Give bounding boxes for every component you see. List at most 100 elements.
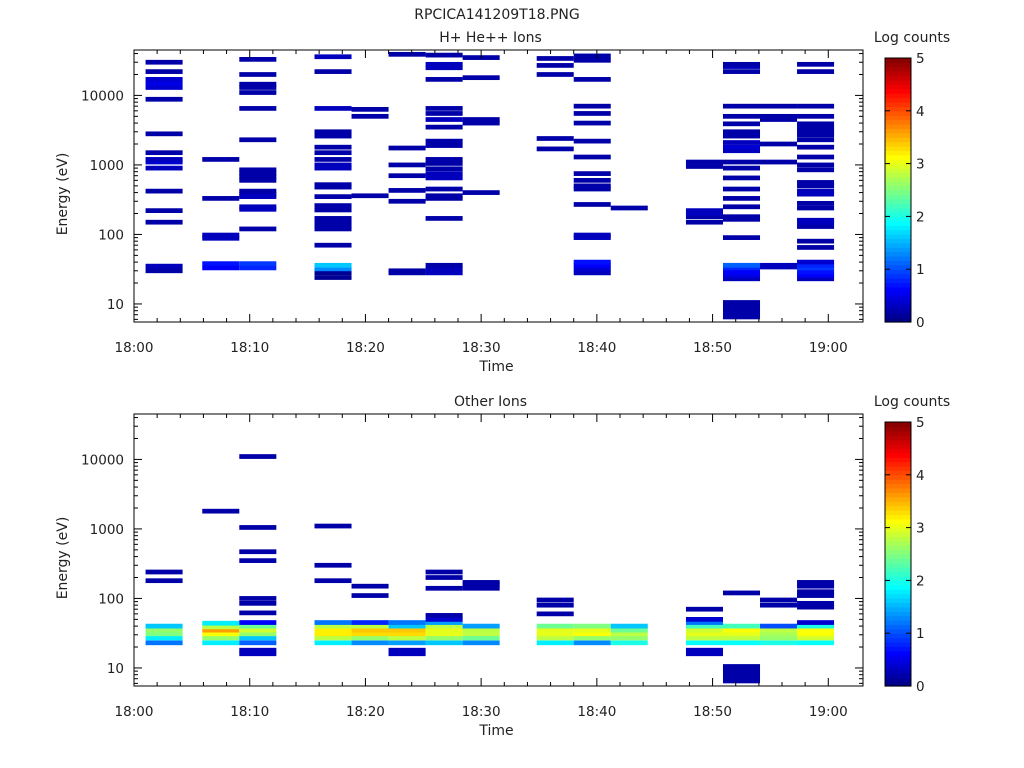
colorbar-tick-label: 0 [916, 679, 925, 695]
colorbar-tick-label: 3 [916, 521, 925, 537]
heatmap-cell [202, 232, 240, 238]
heatmap-cell [239, 81, 277, 87]
heatmap-cell [145, 80, 183, 86]
colorbar-band [885, 448, 911, 454]
heatmap-cell [425, 157, 463, 162]
heatmap-cell [722, 129, 761, 135]
heatmap-cell [760, 627, 798, 633]
y-tick-label: 1000 [90, 522, 124, 538]
colorbar-band [885, 624, 911, 630]
colorbar-band [885, 606, 911, 612]
heatmap-cell [202, 196, 240, 201]
heatmap-cell [797, 217, 835, 223]
heatmap-cell [351, 593, 389, 598]
heatmap-cell [685, 651, 723, 657]
heatmap-cell [722, 314, 761, 320]
heatmap-cell [573, 111, 611, 116]
heatmap-cell [573, 259, 611, 265]
heatmap-cell [797, 183, 835, 189]
colorbar-band [885, 75, 911, 81]
heatmap-cell [425, 216, 463, 221]
heatmap-cell [685, 219, 723, 225]
colorbar-band [885, 668, 911, 674]
colorbar-band [885, 300, 911, 305]
heatmap-cell [239, 191, 277, 197]
heatmap-cell [239, 137, 277, 143]
heatmap-cell [722, 133, 761, 139]
colorbar-band [885, 304, 911, 310]
heatmap-cell [760, 602, 798, 608]
colorbar-band [885, 536, 911, 542]
heatmap-cell [425, 193, 463, 199]
heatmap-cell [239, 174, 277, 179]
colorbar-band [885, 168, 911, 173]
x-tick-label: 18:20 [346, 340, 385, 356]
heatmap-cell [722, 204, 761, 210]
heatmap-cells [145, 51, 835, 320]
heatmap-cell [388, 268, 426, 274]
heatmap-cell [536, 611, 574, 617]
heatmap-cell [797, 620, 835, 625]
heatmap-cell [145, 623, 183, 629]
heatmap-cell [388, 647, 426, 653]
colorbar-band [885, 194, 911, 200]
colorbar-band [885, 444, 911, 449]
colorbar-band [885, 119, 911, 125]
colorbar-band [885, 71, 911, 77]
heatmap-cell [797, 129, 835, 135]
heatmap-cell [462, 623, 500, 629]
heatmap-cell [685, 208, 723, 213]
heatmap-cell [239, 170, 277, 176]
heatmap-cell [722, 269, 761, 275]
heatmap-cell [314, 216, 352, 221]
heatmap-cell [722, 235, 761, 240]
colorbar-band [885, 598, 911, 603]
heatmap-cell [388, 635, 426, 641]
heatmap-cell [573, 53, 611, 59]
heatmap-cell [722, 140, 761, 145]
colorbar-band [885, 518, 911, 524]
heatmap-cell [722, 144, 761, 150]
colorbar-band [885, 523, 911, 529]
colorbar-band [885, 128, 911, 134]
heatmap-cell [573, 631, 611, 637]
heatmap-cell [797, 593, 835, 598]
heatmap-cell [145, 77, 183, 82]
heatmap-cell [573, 623, 611, 629]
heatmap-cell [425, 106, 463, 111]
heatmap-cell [536, 136, 574, 141]
heatmap-cell [314, 150, 352, 156]
colorbar-tick-label: 1 [916, 262, 925, 278]
x-axis: 18:00 18:10 18:20 18:30 18:40 18:50 19:00 [115, 414, 848, 720]
colorbar-band [885, 198, 911, 204]
heatmap-cell [239, 558, 277, 563]
heatmap-cell [145, 640, 183, 646]
heatmap-cell [145, 208, 183, 213]
heatmap-cell [239, 226, 277, 232]
colorbar-band [885, 242, 911, 248]
heatmap-cell [536, 56, 574, 61]
colorbar-band [885, 66, 911, 72]
heatmap-cell [722, 265, 761, 271]
colorbar-band [885, 238, 911, 244]
colorbar-band [885, 470, 911, 476]
colorbar-band [885, 58, 911, 63]
colorbar-band [885, 84, 911, 90]
heatmap-cell [425, 266, 463, 272]
heatmap-cell [388, 640, 426, 646]
colorbar-band [885, 422, 911, 427]
colorbar-band [885, 141, 911, 147]
colorbar-frame [884, 421, 912, 687]
heatmap-cell [239, 627, 277, 633]
heatmap-cell [685, 640, 723, 646]
heatmap-cell [145, 219, 183, 225]
heatmap-cell [202, 265, 240, 271]
colorbar-band [885, 163, 911, 169]
heatmap-cell [685, 214, 723, 220]
heatmap-cell [536, 63, 574, 68]
heatmap-cell [145, 263, 183, 269]
heatmap-cell [462, 640, 500, 646]
heatmap-cell [797, 604, 835, 610]
heatmap-cell [145, 631, 183, 637]
colorbar-band [885, 576, 911, 581]
